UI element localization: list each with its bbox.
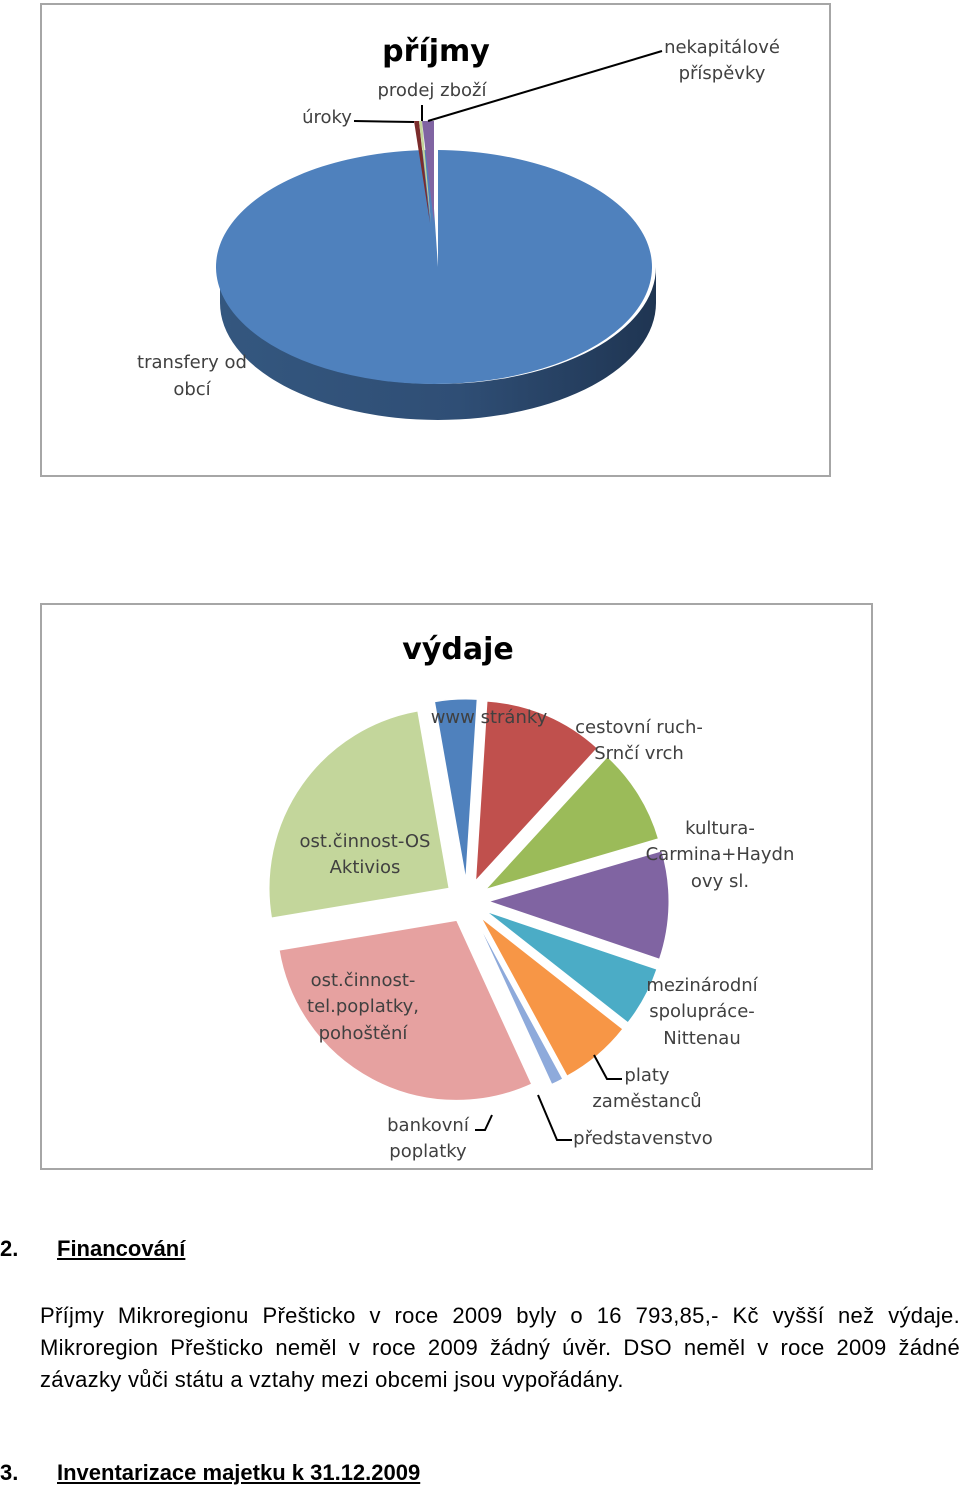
label-tel-poplatky-2: tel.poplatky, [307,996,419,1017]
section-2-heading: 2. Financování [0,1236,185,1262]
section-2-title: Financování [57,1236,186,1261]
label-bankovni-2: poplatky [389,1141,467,1162]
label-mezinarodni-1: mezinárodní [646,975,758,996]
leader-platy [593,1054,622,1080]
pie-slice-nekap [422,121,434,223]
label-kultura-1: kultura- [685,818,755,839]
label-bankovni-1: bankovní [387,1115,470,1136]
financing-paragraph: Příjmy Mikroregionu Přešticko v roce 200… [40,1303,960,1392]
label-mezinarodni-3: Nittenau [663,1028,741,1049]
label-aktivios-1: ost.činnost-OS [300,831,431,852]
expense-pie-slices [268,698,670,1101]
pie-slice-transfery [215,150,652,384]
label-www: www stránky [431,707,548,728]
expense-slice-5 [486,911,658,1024]
leader-bankovni [475,1114,493,1131]
section-3-number: 3. [0,1460,19,1485]
label-aktivios-2: Aktivios [330,857,401,878]
label-kultura-3: ovy sl. [691,871,749,892]
section-3-title: Inventarizace majetku k 31.12.2009 [57,1460,421,1485]
leader-predstavenstvo [537,1094,572,1141]
label-prodej-zbozi: prodej zboží [377,80,487,101]
expense-pie-chart: výdaje www stránky cestovní ruch- Srnčí … [40,603,873,1170]
expense-slice-8 [278,919,533,1101]
income-chart-title: příjmy [382,34,490,69]
label-nekapitalove-1: nekapitálové [664,37,780,58]
expense-slice-4 [487,850,670,960]
label-platy-1: platy [624,1065,670,1086]
pie-side-transfery [220,267,656,420]
label-nekapitalove-2: příspěvky [679,63,766,84]
label-transfery-1: transfery od [137,352,247,373]
expense-slice-7 [476,920,564,1086]
leader-uroky [353,120,415,123]
label-platy-2: zaměstanců [592,1091,701,1112]
expense-slice-3 [484,756,660,891]
label-kultura-2: Carmina+Haydn [646,844,795,865]
pie-slice-uroky [414,121,430,223]
label-predstavenstvo: představenstvo [573,1128,713,1149]
expense-chart-title: výdaje [402,632,513,667]
income-pie-svg: příjmy úroky prodej zboží nekapitálové p… [137,34,780,420]
label-tel-poplatky-3: pohoštění [319,1023,409,1044]
label-cestovni-1: cestovní ruch- [575,717,703,738]
section-2-number: 2. [0,1236,19,1261]
section-3-heading: 3. Inventarizace majetku k 31.12.2009 [0,1460,420,1486]
expense-slice-1 [433,698,478,880]
expense-slice-2 [475,700,599,883]
expense-slice-9 [268,710,450,919]
pie-slice-prodej [419,121,431,223]
expense-slice-6 [480,917,624,1077]
expense-pie-svg: výdaje www stránky cestovní ruch- Srnčí … [268,632,795,1162]
label-cestovni-2: Srnčí vrch [594,743,684,764]
leader-nekap [427,50,663,122]
label-transfery-2: obcí [173,379,211,400]
label-uroky: úroky [302,107,352,128]
income-pie-chart: příjmy úroky prodej zboží nekapitálové p… [40,3,831,477]
label-mezinarodni-2: spolupráce- [649,1001,755,1022]
label-tel-poplatky-1: ost.činnost- [311,970,416,991]
